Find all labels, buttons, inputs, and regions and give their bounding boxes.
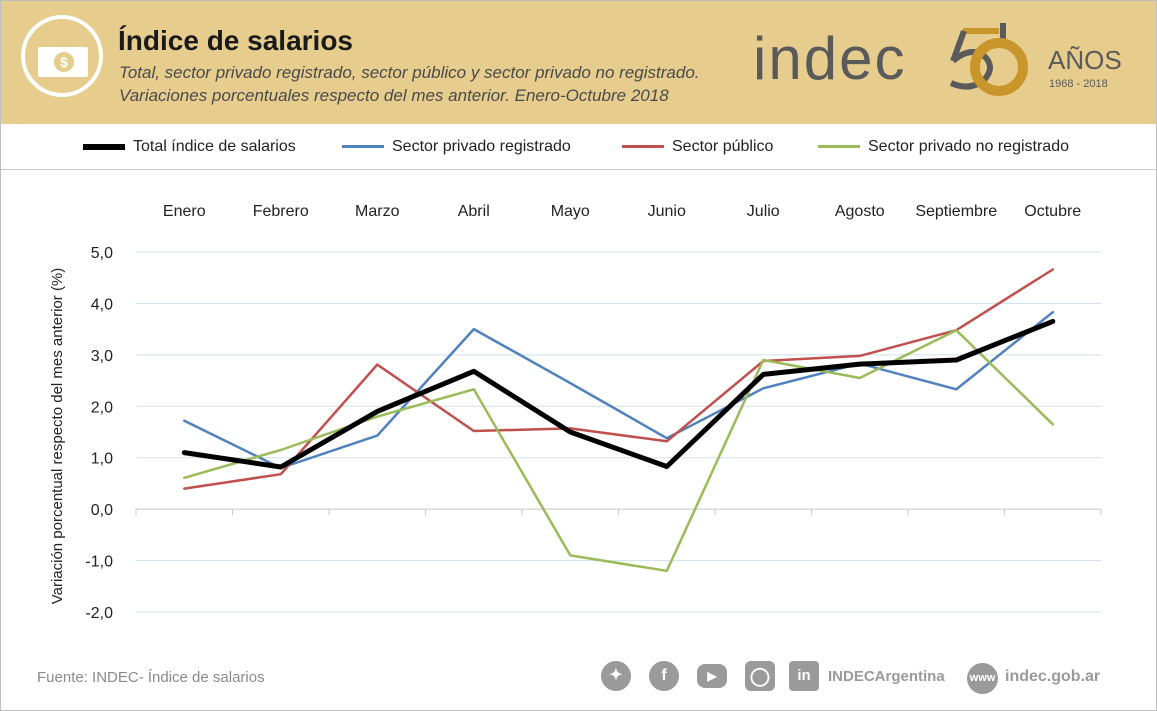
- source-note: Fuente: INDEC- Índice de salarios: [37, 669, 265, 686]
- series-line-privado-no-registrado: [183, 328, 1055, 573]
- page-title: Índice de salarios: [118, 25, 353, 56]
- youtube-icon[interactable]: ▶: [697, 664, 727, 688]
- linkedin-icon[interactable]: in: [789, 661, 819, 691]
- brand-wordmark: indec: [753, 25, 906, 92]
- series-line-total: [181, 318, 1056, 470]
- month-label: Octubre: [1024, 203, 1081, 220]
- y-tick-label: 3,0: [91, 348, 113, 365]
- legend-label-privado-no-registrado: Sector privado no registrado: [868, 137, 1069, 155]
- legend-swatch-privado-registrado: [342, 145, 384, 148]
- dollar-sign: $: [54, 52, 74, 72]
- social-handle[interactable]: INDECArgentina: [828, 668, 945, 685]
- web-icon[interactable]: www: [967, 663, 998, 694]
- subtitle-line-1: Total, sector privado registrado, sector…: [119, 63, 700, 82]
- legend-label-privado-registrado: Sector privado registrado: [392, 137, 571, 155]
- y-tick-label: 2,0: [91, 399, 113, 416]
- legend-item-privado-registrado: Sector privado registrado: [342, 124, 571, 169]
- legend-label-total: Total índice de salarios: [133, 137, 296, 155]
- subtitle-line-2: Variaciones porcentuales respecto del me…: [119, 86, 669, 105]
- anniversary-50-mark: [949, 23, 1028, 96]
- month-label: Febrero: [253, 203, 309, 220]
- y-tick-label: 0,0: [91, 502, 113, 519]
- series-lines: [181, 268, 1056, 573]
- series-line-publico: [183, 268, 1055, 490]
- legend-swatch-publico: [622, 145, 664, 148]
- legend-item-total: Total índice de salarios: [83, 124, 296, 169]
- website-link[interactable]: indec.gob.ar: [1005, 668, 1101, 685]
- month-label: Mayo: [551, 203, 590, 220]
- month-label: Septiembre: [915, 203, 997, 220]
- month-label: Abril: [458, 203, 490, 220]
- indec-50-anos-logo: indec AÑOS 1968 - 2018: [753, 23, 1122, 96]
- month-label: Julio: [747, 203, 780, 220]
- legend-item-privado-no-registrado: Sector privado no registrado: [818, 124, 1069, 169]
- y-tick-label: -2,0: [85, 605, 113, 622]
- salary-line-chart: Enero Febrero Marzo Abril Mayo Junio Julio Agos…: [49, 203, 1102, 622]
- month-labels: Enero Febrero Marzo Abril Mayo Junio Julio Agos…: [163, 203, 1081, 220]
- month-label: Enero: [163, 203, 206, 220]
- series-line-privado-registrado: [183, 310, 1055, 470]
- month-label: Marzo: [355, 203, 400, 220]
- y-tick-label: -1,0: [85, 554, 113, 571]
- anniversary-word: AÑOS: [1048, 45, 1122, 75]
- month-label: Junio: [648, 203, 686, 220]
- legend-item-publico: Sector público: [622, 124, 773, 169]
- y-axis-ticks: 5,0 4,0 3,0 2,0 1,0 0,0 -1,0 -2,0: [85, 245, 113, 622]
- chart-legend: Total índice de salarios Sector privado …: [1, 124, 1156, 170]
- instagram-icon[interactable]: ◯: [745, 661, 775, 691]
- legend-swatch-total: [83, 143, 125, 150]
- money-bill-icon: $: [38, 47, 88, 77]
- legend-label-publico: Sector público: [672, 137, 774, 155]
- grid-lines: [135, 251, 1102, 613]
- month-label: Agosto: [835, 203, 885, 220]
- twitter-icon[interactable]: ✦: [601, 661, 631, 691]
- anniversary-years: 1968 - 2018: [1049, 78, 1108, 90]
- y-tick-label: 5,0: [91, 245, 113, 262]
- y-tick-label: 1,0: [91, 451, 113, 468]
- y-tick-label: 4,0: [91, 296, 113, 313]
- header-banner: $ Índice de salarios Total, sector priva…: [1, 1, 1156, 124]
- salary-badge: $: [21, 15, 103, 97]
- y-axis-title: Variación porcentual respecto del mes an…: [49, 268, 66, 605]
- legend-swatch-privado-no-registrado: [818, 145, 860, 148]
- facebook-icon[interactable]: f: [649, 661, 679, 691]
